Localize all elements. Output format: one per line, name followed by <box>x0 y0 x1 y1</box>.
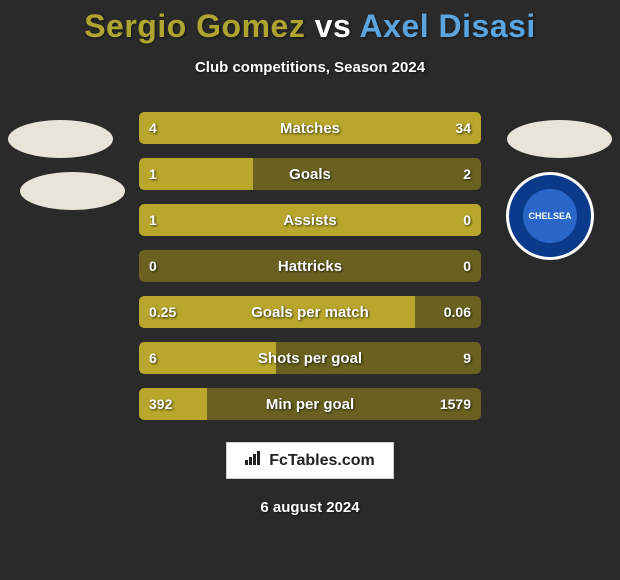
player2-name: Axel Disasi <box>360 8 536 44</box>
bar-fill-left <box>139 158 253 190</box>
stat-row: 3921579Min per goal <box>139 388 481 420</box>
fctables-logo[interactable]: FcTables.com <box>226 442 394 479</box>
bar-fill-left <box>139 204 481 236</box>
vs-text: vs <box>315 8 352 44</box>
bar-fill-right <box>175 112 481 144</box>
footer-date: 6 august 2024 <box>260 499 359 516</box>
chart-icon <box>245 451 263 470</box>
bar-track <box>139 250 481 282</box>
stats-bars: 434Matches 12Goals 10Assists 00Hattricks 0.2… <box>139 112 481 420</box>
subtitle: Club competitions, Season 2024 <box>195 59 425 76</box>
bar-fill-left <box>139 342 276 374</box>
bar-fill-left <box>139 296 415 328</box>
stat-row: 0.250.06Goals per match <box>139 296 481 328</box>
player2-club-logo-1 <box>507 120 612 158</box>
bar-fill-left <box>139 112 175 144</box>
player1-name: Sergio Gomez <box>84 8 305 44</box>
stat-row: 434Matches <box>139 112 481 144</box>
stat-row: 10Assists <box>139 204 481 236</box>
stat-row: 00Hattricks <box>139 250 481 282</box>
bar-fill-left <box>139 388 207 420</box>
chelsea-badge-text: CHELSEA <box>523 189 577 243</box>
player1-club-logo-1 <box>8 120 113 158</box>
player1-club-logo-2 <box>20 172 125 210</box>
fctables-text: FcTables.com <box>269 452 375 470</box>
stat-row: 12Goals <box>139 158 481 190</box>
comparison-infographic: Sergio Gomez vs Axel Disasi Club competi… <box>0 0 620 580</box>
page-title: Sergio Gomez vs Axel Disasi <box>84 8 536 45</box>
stat-row: 69Shots per goal <box>139 342 481 374</box>
player2-club-logo-chelsea: CHELSEA <box>506 172 594 260</box>
